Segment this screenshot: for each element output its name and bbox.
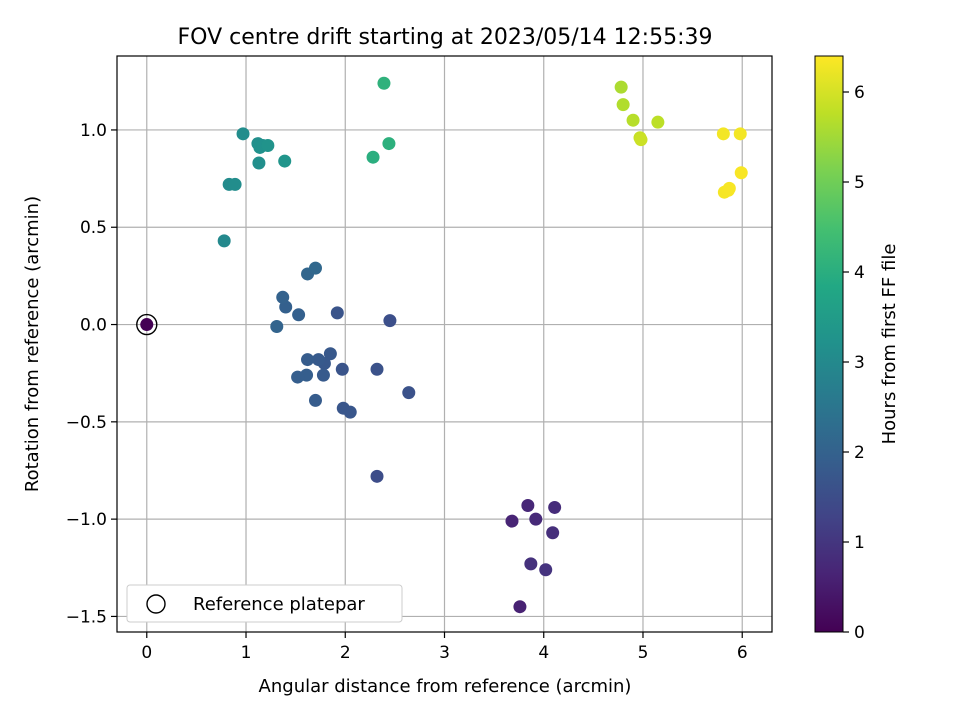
data-point [228, 177, 242, 191]
data-point [614, 80, 628, 94]
data-point [366, 150, 380, 164]
x-tick-label: 4 [538, 643, 549, 663]
data-point [323, 347, 337, 361]
x-tick-label: 1 [241, 643, 252, 663]
data-point [626, 113, 640, 127]
data-point [377, 76, 391, 90]
data-point [548, 500, 562, 514]
colorbar: 0 1 2 3 4 5 6 Hours from first FF file [814, 55, 900, 643]
colorbar-tick-label: 5 [854, 173, 865, 193]
y-tick-label: −1.5 [66, 607, 107, 627]
data-point [382, 137, 396, 151]
data-points [217, 76, 748, 614]
y-tick-label: −0.5 [66, 413, 107, 433]
y-tick-label: 0.0 [80, 316, 107, 336]
legend-box [126, 584, 403, 623]
x-axis-label: Angular distance from reference (arcmin) [259, 676, 632, 697]
x-tick-label: 3 [439, 643, 450, 663]
data-point [651, 115, 665, 129]
y-tick-label: −1.0 [66, 510, 107, 530]
data-point [330, 306, 344, 320]
colorbar-tick-label: 6 [854, 83, 865, 103]
reference-ring [136, 313, 158, 336]
x-tick-label: 5 [638, 643, 649, 663]
data-point [370, 469, 384, 483]
x-axis-ticks: 0 1 2 3 4 5 6 [141, 632, 748, 663]
data-point [335, 362, 349, 376]
data-point [402, 386, 416, 400]
data-point [276, 290, 290, 304]
data-point [524, 557, 538, 571]
data-point [383, 314, 397, 328]
colorbar-ticks: 0 1 2 3 4 5 6 [843, 83, 865, 643]
data-point [252, 156, 266, 170]
data-point [370, 362, 384, 376]
data-point [546, 526, 560, 540]
reference-marker [136, 313, 158, 336]
colorbar-tick-label: 3 [854, 353, 865, 373]
colorbar-tick-label: 1 [854, 533, 865, 553]
reference-point [140, 318, 154, 332]
data-point [278, 154, 292, 168]
colorbar-label: Hours from first FF file [879, 244, 900, 445]
data-point [722, 181, 736, 195]
data-point [733, 127, 747, 141]
chart-title: FOV centre drift starting at 2023/05/14 … [178, 25, 713, 50]
legend-marker [146, 594, 166, 614]
data-point [316, 368, 330, 382]
data-point [270, 319, 284, 333]
y-tick-label: 1.0 [80, 121, 107, 141]
data-point [734, 166, 748, 180]
data-point [505, 514, 519, 528]
x-tick-label: 2 [340, 643, 351, 663]
data-point [301, 353, 315, 367]
colorbar-tick-label: 4 [854, 263, 865, 283]
data-point [521, 499, 535, 513]
data-point [261, 139, 275, 153]
y-axis-ticks: −1.5 −1.0 −0.5 0.0 0.5 1.0 [66, 121, 117, 627]
data-point [291, 370, 305, 384]
data-point [529, 512, 543, 526]
y-tick-label: 0.5 [80, 218, 107, 238]
data-point [634, 133, 648, 147]
data-point [513, 600, 527, 614]
data-point [311, 353, 325, 367]
legend: Reference platepar [126, 584, 403, 623]
data-point [539, 563, 553, 577]
data-point [343, 405, 357, 419]
data-point [308, 393, 322, 407]
y-axis-label: Rotation from reference (arcmin) [22, 196, 43, 492]
legend-label: Reference platepar [193, 594, 365, 615]
data-point [716, 127, 730, 141]
data-point [308, 261, 322, 275]
colorbar-gradient [814, 55, 844, 633]
colorbar-tick-label: 0 [854, 623, 865, 643]
data-point [236, 127, 250, 141]
data-point [616, 98, 630, 112]
data-point [292, 308, 306, 322]
x-tick-label: 0 [141, 643, 152, 663]
x-tick-label: 6 [737, 643, 748, 663]
colorbar-tick-label: 2 [854, 443, 865, 463]
data-point [217, 234, 231, 248]
grid [117, 56, 772, 632]
